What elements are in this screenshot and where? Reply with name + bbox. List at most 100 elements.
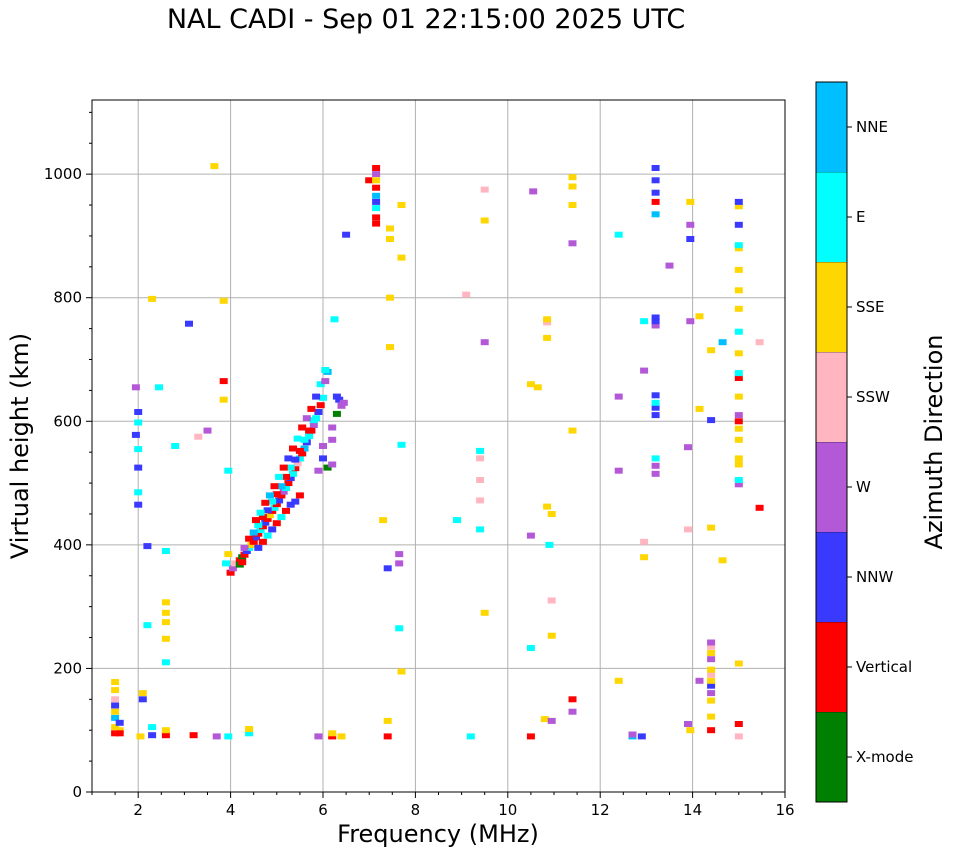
echo-point-e [289,470,297,477]
echo-point-w [372,171,381,178]
echo-point-e [222,560,230,567]
echo-point-sse [379,517,388,524]
echo-point-w [395,551,404,558]
echo-point-e [321,367,330,373]
x-axis-label: Frequency (MHz) [337,820,539,848]
echo-point-e [614,231,623,238]
echo-point-nnw [275,497,284,504]
echo-point-vertical [268,507,277,514]
x-tick-label: 8 [411,801,421,819]
echo-point-vertical [295,447,304,454]
echo-point-sse [337,733,346,740]
echo-point-vertical [254,530,263,537]
echo-point-nnw [734,198,743,205]
echo-point-sse [397,668,406,675]
x-tick-label: 6 [318,801,328,819]
echo-point-e [134,446,143,453]
echo-point-e [309,417,318,424]
echo-point-e [734,477,743,483]
echo-point-e [734,328,743,335]
echo-point-w [395,560,404,567]
echo-point-vertical [258,514,267,521]
echo-point-nnw [252,534,260,541]
echo-point-nnw [134,464,143,471]
colorbar-tick-label: W [856,478,871,496]
echo-point-e [330,316,339,323]
echo-point-sse [480,609,489,616]
echo-point-nnw [651,412,660,419]
echo-point-e [270,504,279,511]
echo-point-sse [386,225,394,232]
echo-point-vertical [291,465,300,472]
echo-point-vertical [316,402,325,409]
echo-point-ssw [111,696,120,703]
colorbar-tick-label: E [856,208,865,226]
echo-point-vertical [295,492,304,499]
echo-point-e [466,733,475,740]
echo-point-vertical [289,445,297,452]
echo-point-sse [386,236,394,242]
echo-point-e [640,318,649,325]
echo-point-nnw [332,393,341,400]
echo-point-w [328,436,337,443]
echo-point-nnw [651,165,660,171]
echo-point-sse [219,396,228,403]
echo-point-sse [115,727,124,734]
plot-frame [91,99,786,793]
echo-point-e [286,464,295,471]
echo-point-sse [247,541,256,548]
echo-point-vertical [245,535,254,542]
echo-point-nnw [291,498,300,505]
echo-point-nnw [651,392,660,399]
echo-point-w [614,393,623,400]
echo-point-w [328,424,337,431]
echo-point-e [256,527,265,533]
x-axis: 2 4 6 8 10 12 14 16 [91,792,795,819]
echo-point-w [526,532,535,539]
echo-point-sse [480,217,489,224]
echo-point-vertical [240,551,249,558]
y-tick-label: 400 [53,536,82,554]
echo-point-vertical [734,418,743,425]
echo-point-w [314,467,323,474]
echo-point-vertical [707,727,716,734]
echo-point-nnw [319,455,327,462]
echo-point-vertical [219,378,228,385]
echo-point-sse [543,316,552,323]
echo-point-vertical [270,483,279,490]
echo-point-nnw [254,544,263,551]
echo-point-ssw [543,319,552,326]
echo-point-sse [707,697,716,704]
echo-point-nnw [263,507,272,514]
echo-point-vertical [282,473,290,480]
echo-point-e [275,473,284,480]
echo-point-sse [372,177,381,184]
x-tick-label: 10 [498,801,517,819]
echo-point-nnw [138,696,147,703]
echo-point-nnw [335,396,344,403]
echo-point-ssw [734,733,743,740]
echo-point-w [302,415,311,422]
echo-point-vertical [651,198,660,205]
echo-point-w [319,443,327,449]
echo-point-w [212,733,221,740]
echo-point-vertical [734,375,743,381]
echo-point-w [684,721,692,727]
y-tick-label: 200 [53,659,82,677]
echo-point-w [686,318,695,325]
echo-point-nnw [342,231,351,238]
echo-point-vertical [115,730,124,737]
echo-point-w [279,488,288,495]
echo-point-nne [372,192,381,199]
echo-point-sse [111,687,120,694]
echo-point-nnw [134,409,143,415]
echo-point-sse [695,405,704,412]
echo-point-sse [111,708,120,715]
x-tick-label: 4 [226,801,236,819]
echo-point-vertical [249,538,258,545]
echo-point-vertical [252,517,260,524]
echo-point-w [651,322,660,329]
echo-point-vertical [258,523,267,530]
echo-point-w [640,367,649,374]
echo-point-vertical [307,405,316,412]
